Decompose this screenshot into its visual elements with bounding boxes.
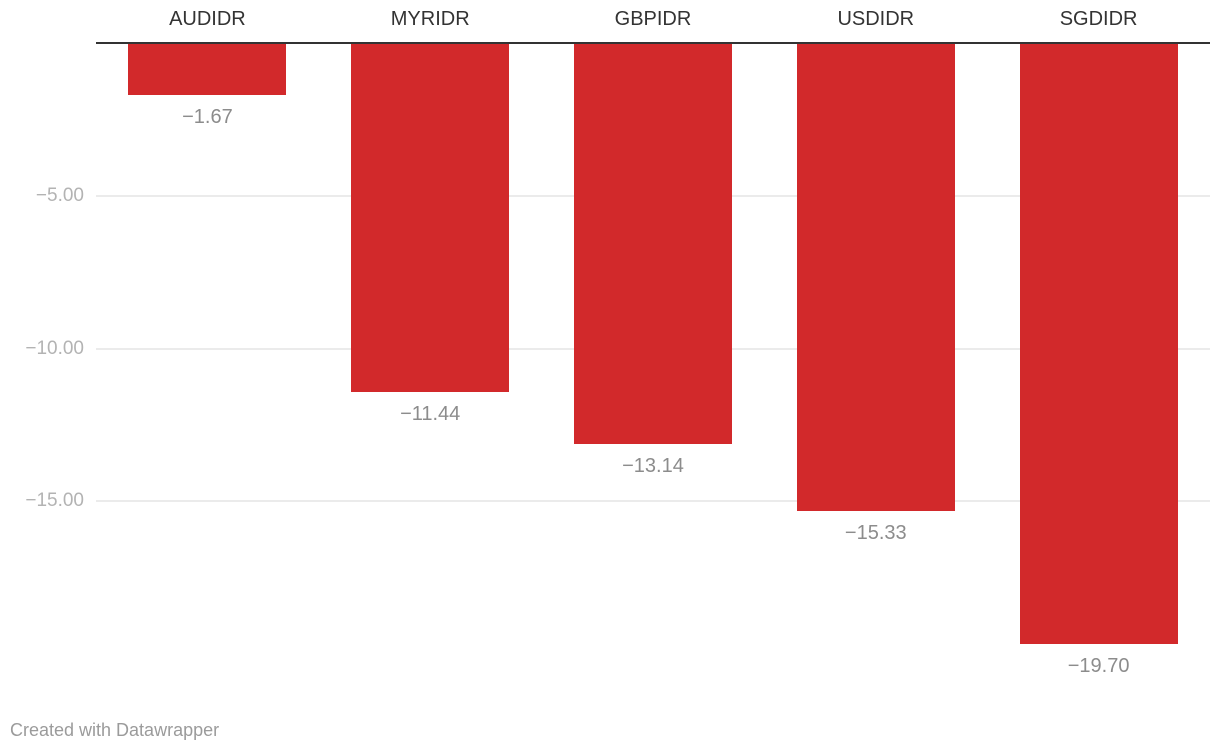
gridline-y-15 <box>96 499 1210 502</box>
bar-gbpidr <box>574 44 732 445</box>
bar-audidr <box>128 44 287 95</box>
y-tick-label: −15.00 <box>25 489 84 511</box>
category-label-audidr: AUDIDR <box>169 8 246 30</box>
value-label-gbpidr: −13.14 <box>622 455 684 478</box>
value-label-usdidr: −15.33 <box>844 521 907 544</box>
category-label-usdidr: USDIDR <box>837 8 915 30</box>
datawrapper-attribution: Created with Datawrapper <box>10 720 220 740</box>
zero-axis-line <box>96 42 1210 44</box>
value-label-audidr: −1.67 <box>182 105 233 128</box>
category-label-sgdidr: SGDIDR <box>1059 8 1138 30</box>
y-tick-label: −5.00 <box>35 185 84 207</box>
value-label-myridr: −11.44 <box>400 403 461 426</box>
bar-sgdidr <box>1019 44 1178 644</box>
y-tick-label: −10.00 <box>25 337 84 359</box>
value-label-sgdidr: −19.70 <box>1067 654 1130 677</box>
bar-myridr <box>351 44 510 393</box>
category-label-gbpidr: GBPIDR <box>614 8 692 30</box>
bar-usdidr <box>796 44 955 511</box>
category-label-myridr: MYRIDR <box>390 8 470 30</box>
